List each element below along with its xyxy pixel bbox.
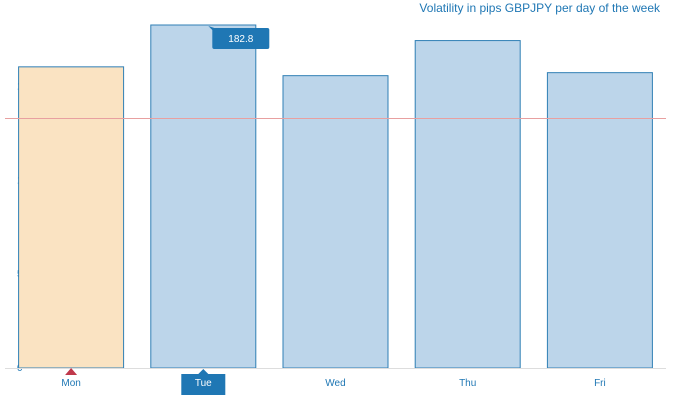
highlight-marker-icon: [65, 368, 78, 375]
bar-mon[interactable]: [18, 66, 125, 369]
x-tick-label-fri[interactable]: Fri: [594, 378, 606, 389]
tooltip-box: [212, 28, 270, 49]
tooltip-value: 182.8: [228, 34, 253, 45]
bar-fri[interactable]: [546, 72, 653, 369]
x-tick-label-tue[interactable]: Tue: [195, 378, 212, 389]
selected-category-box: [181, 374, 226, 395]
bar-thu[interactable]: [414, 40, 521, 369]
x-tick-label-mon[interactable]: Mon: [61, 378, 80, 389]
selected-pointer-icon: [198, 369, 209, 374]
chart-title: Volatility in pips GBPJPY per day of the…: [419, 1, 661, 15]
bar-wed[interactable]: [282, 75, 389, 369]
x-tick-label-wed[interactable]: Wed: [325, 378, 345, 389]
bars-group: [18, 24, 653, 369]
bar-tue[interactable]: [150, 24, 257, 369]
x-axis: Mon Tue Wed Thu Fri: [61, 368, 606, 395]
value-tooltip: 182.8: [208, 26, 270, 49]
x-tick-label-thu[interactable]: Thu: [459, 378, 476, 389]
